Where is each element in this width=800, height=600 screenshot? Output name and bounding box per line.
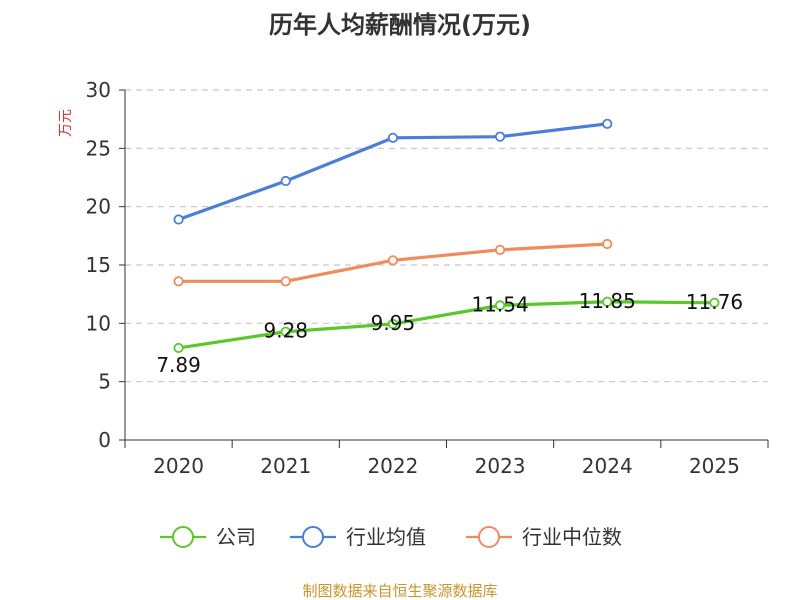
y-tick-label-20: 20 (86, 195, 111, 219)
legend-item-0: 公司 (160, 525, 256, 549)
x-tick-label-2021: 2021 (260, 454, 311, 478)
y-tick-label-15: 15 (86, 253, 111, 277)
x-tick-label-2024: 2024 (582, 454, 633, 478)
series-0-point-2021 (280, 326, 291, 337)
series-2-point-2022 (387, 255, 399, 266)
series-2-point-2023 (494, 244, 506, 255)
y-tick-label-0: 0 (98, 428, 111, 452)
legend: 公司 行业均值 行业中位数 (160, 525, 622, 549)
series-1-point-2021 (280, 175, 291, 187)
series-2-point-2024 (602, 238, 613, 250)
series-2-point-2021 (280, 276, 291, 287)
series-0-point-2025 (709, 297, 720, 308)
legend-label-2: 行业中位数 (522, 525, 622, 549)
data-label-2023: 11.54 (471, 292, 528, 316)
y-tick-label-25: 25 (86, 136, 111, 160)
legend-marker-2 (478, 526, 500, 548)
series-1-point-2022 (387, 132, 399, 143)
legend-label-1: 行业均值 (346, 525, 426, 549)
y-axis-label: 万元 (58, 109, 74, 137)
series-2-point-2020 (173, 276, 184, 287)
data-label-2020: 7.89 (156, 353, 201, 377)
source-note: 制图数据来自恒生聚源数据库 (302, 582, 497, 600)
legend-marker-1 (302, 526, 324, 548)
series-0-point-2020 (173, 342, 184, 354)
data-labels: 7.89 9.28 9.95 11.54 11.85 11.76 (156, 289, 743, 377)
y-tick-label-10: 10 (86, 311, 111, 335)
series-lines (173, 118, 720, 354)
x-tick-label-2023: 2023 (475, 454, 526, 478)
series-0-point-2024 (602, 296, 613, 307)
gridlines (125, 89, 768, 383)
chart-title: 历年人均薪酬情况(万元) (269, 11, 531, 39)
legend-marker-0 (172, 526, 194, 548)
data-label-2024: 11.85 (579, 289, 636, 313)
legend-label-0: 公司 (216, 525, 256, 549)
x-tick-label-2025: 2025 (689, 454, 740, 478)
series-0-point-2022 (387, 318, 399, 330)
data-label-2025: 11.76 (686, 290, 743, 314)
series-1-point-2020 (173, 214, 184, 225)
data-label-2021: 9.28 (263, 319, 308, 343)
x-tick-label-2020: 2020 (153, 454, 204, 478)
y-tick-label-30: 30 (86, 78, 111, 102)
series-1-point-2024 (602, 118, 613, 129)
legend-item-2: 行业中位数 (466, 525, 622, 549)
data-label-2022: 9.95 (371, 311, 416, 335)
y-tick-label-5: 5 (98, 370, 111, 394)
x-tick-label-2022: 2022 (367, 454, 418, 478)
series-line-0 (176, 300, 717, 350)
axes (119, 89, 769, 448)
series-0-point-2023 (494, 300, 506, 311)
legend-item-1: 行业均值 (290, 525, 426, 549)
series-1-point-2023 (494, 131, 506, 142)
